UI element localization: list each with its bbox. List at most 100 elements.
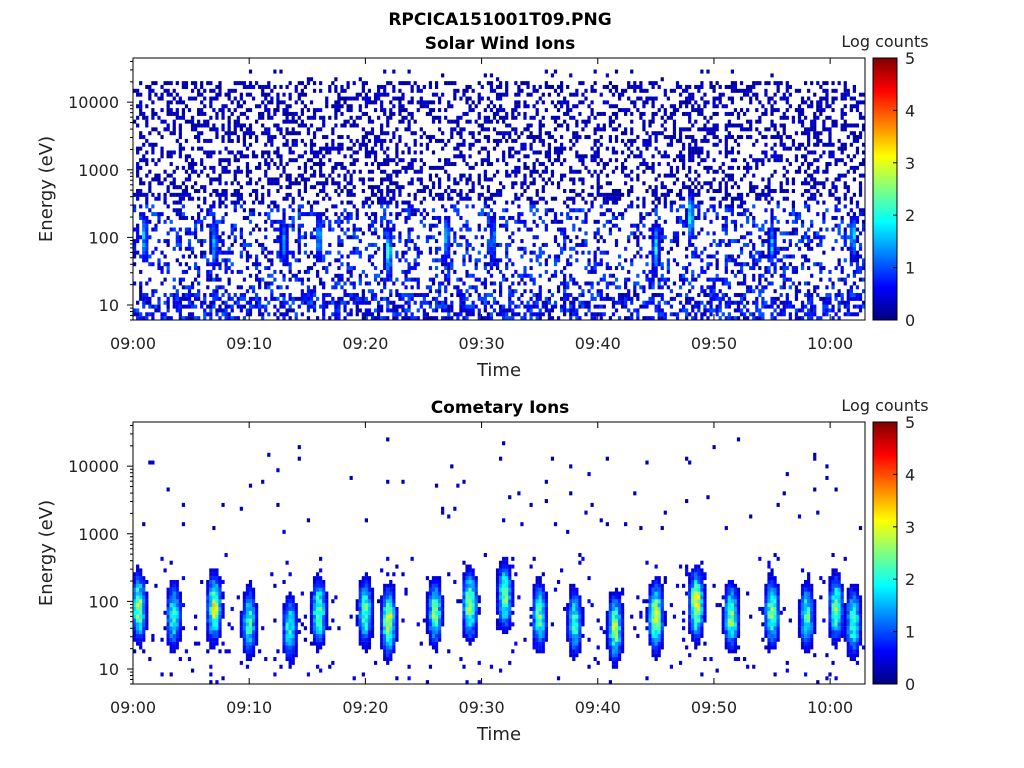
spectrogram-cell (288, 316, 292, 321)
spectrogram-cell (239, 308, 243, 313)
spectrogram-cell (422, 316, 426, 321)
spectrogram-cell (136, 88, 140, 93)
spectrogram-cell (529, 289, 533, 294)
spectrogram-cell (242, 246, 246, 251)
spectrogram-cell (541, 142, 545, 147)
spectrogram-cell (300, 177, 304, 182)
spectrogram-cell (434, 81, 439, 86)
spectrogram-cell (471, 273, 475, 278)
spectrogram-cell (770, 273, 774, 278)
spectrogram-cell (319, 81, 323, 86)
spectrogram-cell (627, 235, 631, 240)
spectrogram-cell (541, 138, 545, 143)
spectrogram-cell (181, 115, 185, 120)
spectrogram-cell (697, 154, 701, 159)
spectrogram-cell (346, 104, 350, 109)
spectrogram-cell (758, 115, 762, 120)
spectrogram-cell (178, 296, 182, 301)
spectrogram-cell (276, 189, 280, 193)
spectrogram-cell (346, 277, 350, 282)
spectrogram-cell (639, 285, 643, 290)
spectrogram-cell (688, 135, 692, 140)
spectrogram-cell (483, 135, 487, 140)
spectrogram-cell (288, 215, 292, 220)
spectrogram-cell (560, 104, 564, 109)
spectrogram-cell (383, 242, 387, 247)
spectrogram-cell (682, 223, 686, 228)
spectrogram-cell (291, 115, 295, 120)
spectrogram-cell (212, 88, 216, 93)
spectrogram-cell (563, 239, 567, 244)
spectrogram-cell (255, 254, 259, 259)
spectrogram-cell (334, 181, 338, 186)
spectrogram-cell (584, 165, 588, 170)
spectrogram-cell (151, 142, 155, 147)
spectrogram-cell (593, 154, 597, 159)
spectrogram-cell (370, 296, 375, 301)
spectrogram-cell (584, 154, 588, 159)
spectrogram-cell (270, 88, 274, 93)
spectrogram-cell (739, 223, 744, 228)
spectrogram-cell (355, 92, 359, 97)
spectrogram-cell (499, 104, 503, 109)
spectrogram-cell (749, 135, 753, 140)
spectrogram-cell (447, 304, 451, 309)
spectrogram-cell (651, 104, 655, 109)
spectrogram-cell (453, 312, 457, 317)
spectrogram-cell (255, 304, 259, 309)
spectrogram-cell (721, 296, 725, 301)
spectrogram-cell (447, 104, 451, 109)
spectrogram-cell (370, 146, 375, 151)
spectrogram-cell (279, 235, 283, 240)
spectrogram-cell (319, 127, 323, 132)
spectrogram-cell (209, 96, 213, 101)
spectrogram-cell (712, 196, 716, 201)
spectrogram-cell (328, 300, 332, 305)
spectrogram-cell (624, 142, 628, 147)
spectrogram-cell (398, 135, 402, 140)
spectrogram-cell (389, 196, 393, 201)
spectrogram-cell (300, 123, 304, 128)
spectrogram-cell (502, 308, 506, 313)
spectrogram-cell (605, 219, 609, 224)
spectrogram-cell (328, 115, 332, 120)
spectrogram-cell (340, 146, 344, 151)
spectrogram-cell (560, 142, 564, 147)
spectrogram-cell (453, 231, 457, 236)
spectrogram-cell (398, 169, 402, 174)
spectrogram-cell (261, 84, 265, 89)
spectrogram-cell (312, 131, 317, 136)
spectrogram-cell (773, 254, 777, 259)
spectrogram-cell (505, 254, 509, 259)
spectrogram-cell (624, 181, 628, 186)
spectrogram-cell (602, 296, 606, 301)
spectrogram-cell (212, 235, 216, 240)
spectrogram-cell (270, 262, 274, 267)
spectrogram-cell (401, 250, 405, 255)
spectrogram-cell (517, 84, 521, 89)
spectrogram-cell (489, 231, 494, 236)
spectrogram-cell (248, 304, 253, 309)
spectrogram-cell (413, 150, 417, 155)
spectrogram-cell (685, 104, 689, 109)
spectrogram-cell (294, 88, 298, 93)
spectrogram-cell (370, 223, 375, 228)
spectrogram-cell (627, 204, 631, 209)
spectrogram-cell (642, 111, 646, 116)
spectrogram-cell (438, 115, 442, 120)
spectrogram-cell (270, 281, 274, 286)
spectrogram-cell (312, 304, 317, 309)
spectrogram-cell (197, 293, 201, 298)
spectrogram-cell (358, 77, 362, 82)
spectrogram-cell (352, 204, 356, 209)
spectrogram-cell (761, 189, 765, 193)
spectrogram-cell (401, 293, 405, 298)
spectrogram-cell (773, 108, 777, 113)
spectrogram-cell (444, 308, 448, 313)
spectrogram-cell (483, 254, 487, 259)
spectrogram-cell (386, 304, 390, 309)
spectrogram-cell (648, 281, 652, 286)
spectrogram-cell (624, 296, 628, 301)
spectrogram-cell (224, 146, 228, 151)
spectrogram-cell (328, 223, 332, 228)
